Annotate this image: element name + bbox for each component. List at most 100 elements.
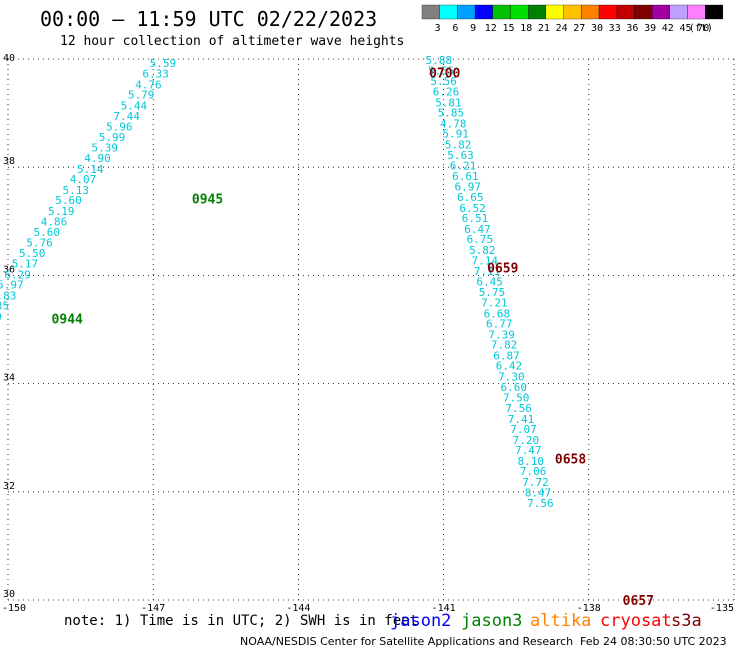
colorbar-label: 42 [662, 23, 674, 34]
colorbar-swatch [581, 4, 600, 20]
pass-time-label: 0659 [487, 261, 518, 276]
swh-point-label: 5.59 [150, 57, 177, 70]
y-tick-label: 34 [3, 373, 15, 384]
swh-point-label: 6.45 [476, 275, 503, 288]
swh-point-label: 5.13 [63, 184, 90, 197]
swh-point-label: 4.76 [135, 78, 162, 91]
colorbar-swatch [616, 4, 635, 20]
swh-point-label: 6.68 [484, 307, 511, 320]
swh-point-label: 5.96 [106, 121, 133, 134]
footer-timestamp: Feb 24 08:30:50 UTC 2023 [580, 635, 727, 648]
swh-point-label: 6.21 [450, 160, 477, 173]
x-tick-label: -141 [432, 603, 456, 614]
swh-point-label: 6.26 [433, 85, 460, 98]
swh-point-label: 5.50 [19, 247, 46, 260]
swh-point-label: 6.35 [0, 300, 9, 313]
colorbar-swatch [439, 4, 458, 20]
swh-point-label: 5.88 [426, 54, 453, 67]
map-grid [7, 58, 735, 601]
y-tick-label: 38 [3, 156, 15, 167]
colorbar-label: 27 [573, 23, 585, 34]
colorbar-label: 6 [452, 23, 458, 34]
colorbar-swatch [457, 4, 476, 20]
colorbar-swatch [651, 4, 670, 20]
y-tick-label: 30 [3, 589, 15, 600]
satellite-legend-jason2: jason2 [390, 611, 451, 631]
footer-note: note: 1) Time is in UTC; 2) SWH is in fe… [64, 613, 418, 629]
swh-point-label: 4.90 [84, 152, 111, 165]
swh-point-label: 6.65 [457, 191, 484, 204]
swh-point-label: 6.33 [142, 68, 169, 81]
colorbar-label: 24 [556, 23, 568, 34]
swh-point-label: 6.75 [467, 233, 494, 246]
footer-credit: NOAA/NESDIS Center for Satellite Applica… [240, 635, 573, 648]
swh-point-label: 6.52 [459, 202, 486, 215]
swh-point-label: 4.07 [70, 173, 97, 186]
swh-point-label: 6.77 [486, 318, 513, 331]
colorbar-swatch [598, 4, 617, 20]
swh-point-label: 5.85 [438, 107, 465, 120]
colorbar-label: 39 [644, 23, 656, 34]
swh-point-label: 4.86 [41, 215, 68, 228]
swh-point-label: 7.44 [113, 110, 140, 123]
colorbar-swatch [563, 4, 582, 20]
swh-point-label: 5.63 [447, 149, 474, 162]
swh-point-label: 4.78 [440, 117, 467, 130]
colorbar-label: 12 [485, 23, 497, 34]
swh-point-label: 7.21 [481, 296, 508, 309]
swh-point-label: 7.06 [520, 465, 547, 478]
swh-point-label: 7.20 [513, 434, 540, 447]
pass-time-label: 0945 [192, 193, 223, 208]
swh-point-label: 6.51 [462, 212, 489, 225]
colorbar-unit: (ft) [689, 23, 713, 34]
colorbar-swatch [474, 4, 493, 20]
axis-tick-labels: 30 32 34 36 38 40 -150 -147 -144 -141 -138 -135 [2, 53, 734, 614]
x-tick-label: -135 [710, 603, 734, 614]
swh-point-label: 7.47 [515, 444, 542, 457]
colorbar-label: 45 [679, 23, 691, 34]
y-tick-label: 36 [3, 264, 15, 275]
x-tick-label: -150 [2, 603, 26, 614]
swh-point-label: 5.60 [33, 226, 60, 239]
swh-point-label: 5.39 [92, 142, 119, 155]
swh-point-label: 6.60 [501, 381, 528, 394]
swh-point-label: 5.76 [26, 236, 53, 249]
swh-point-label: 5.56 [430, 75, 457, 88]
satellite-legend-s3a: s3a [671, 611, 702, 631]
colorbar-label: 3 [435, 23, 441, 34]
chart-title: 00:00 – 11:59 UTC 02/22/2023 [40, 7, 377, 31]
swh-point-label: 5.99 [99, 131, 126, 144]
colorbar-swatch [634, 4, 653, 20]
pass-time-label: 0658 [555, 452, 586, 467]
colorbar-swatch [421, 4, 440, 20]
pass-time-label: 0944 [52, 313, 83, 328]
swh-point-label: 6.42 [496, 360, 523, 373]
swh-point-label: 7.50 [503, 392, 530, 405]
altimeter-tracks: 5.596.334.765.795.447.445.965.995.394.90… [0, 54, 654, 609]
swh-point-label: 7.39 [488, 328, 515, 341]
swh-point-label: 5.81 [435, 96, 462, 109]
swh-point-label: 6.29 [4, 268, 31, 281]
swh-point-label: 5.82 [469, 244, 496, 257]
swh-point-label: 6.29 [0, 311, 2, 324]
colorbar-swatch [528, 4, 547, 20]
swh-point-label: 6.61 [452, 170, 479, 183]
colorbar-label: 21 [538, 23, 550, 34]
swh-point-label: 5.14 [77, 163, 104, 176]
pass-time-label: 0657 [623, 594, 654, 609]
colorbar-label: 15 [502, 23, 514, 34]
satellite-legend: jason2 jason3 altika cryosat s3a [390, 611, 702, 631]
colorbar-label: 33 [609, 23, 621, 34]
swh-point-label: 5.75 [479, 286, 506, 299]
colorbar-swatch [687, 4, 706, 20]
swh-point-label: 7.56 [527, 497, 554, 510]
colorbar-label: 30 [591, 23, 603, 34]
x-tick-label: -144 [286, 603, 310, 614]
colorbar-label: 36 [626, 23, 638, 34]
swh-point-label: 7.07 [510, 423, 537, 436]
colorbar-swatch [492, 4, 511, 20]
swh-point-label: 7.82 [491, 339, 518, 352]
swh-point-label: 5.91 [442, 128, 469, 141]
y-tick-label: 32 [3, 481, 15, 492]
